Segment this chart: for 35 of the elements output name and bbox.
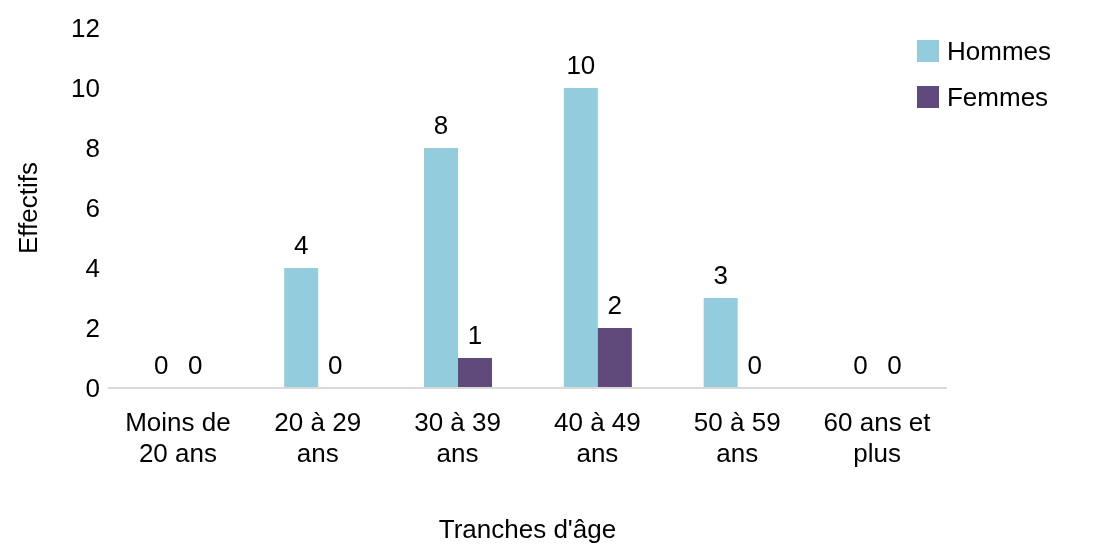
y-axis-title: Effectifs <box>13 161 44 255</box>
x-tick-label: Moins de 20 ans <box>125 406 231 468</box>
x-axis-title: Tranches d'âge <box>438 514 617 544</box>
y-tick-label: 8 <box>85 133 100 164</box>
bar <box>703 298 738 388</box>
data-label: 8 <box>433 110 449 140</box>
data-label: 0 <box>747 350 762 380</box>
data-label: 0 <box>887 350 902 380</box>
data-label: 1 <box>467 320 483 350</box>
x-tick-label: 30 à 39 ans <box>414 406 501 468</box>
bar <box>424 148 459 388</box>
x-tick-label: 20 à 29 ans <box>274 406 362 468</box>
bar <box>458 358 493 388</box>
y-tick-label: 4 <box>85 253 100 284</box>
bar <box>284 268 319 388</box>
bar <box>597 328 632 388</box>
y-tick-label: 12 <box>71 13 100 44</box>
y-tick-label: 6 <box>85 193 100 224</box>
data-label: 0 <box>853 350 868 380</box>
data-label: 0 <box>188 350 203 380</box>
data-label: 3 <box>713 260 728 290</box>
y-tick-label: 0 <box>85 373 100 404</box>
x-tick-label: 40 à 49 ans <box>554 406 641 468</box>
legend-label: Hommes <box>946 35 1051 68</box>
x-tick-label: 60 ans et plus <box>823 406 932 468</box>
bar <box>563 88 598 388</box>
legend-label: Femmes <box>946 81 1049 114</box>
y-tick-label: 2 <box>85 313 100 344</box>
data-label: 0 <box>154 350 169 380</box>
data-label: 0 <box>327 350 343 380</box>
x-tick-label: 50 à 59 ans <box>693 406 781 468</box>
data-label: 10 <box>566 50 596 80</box>
y-tick-label: 10 <box>71 73 100 104</box>
data-label: 4 <box>293 230 309 260</box>
data-label: 2 <box>607 290 623 320</box>
